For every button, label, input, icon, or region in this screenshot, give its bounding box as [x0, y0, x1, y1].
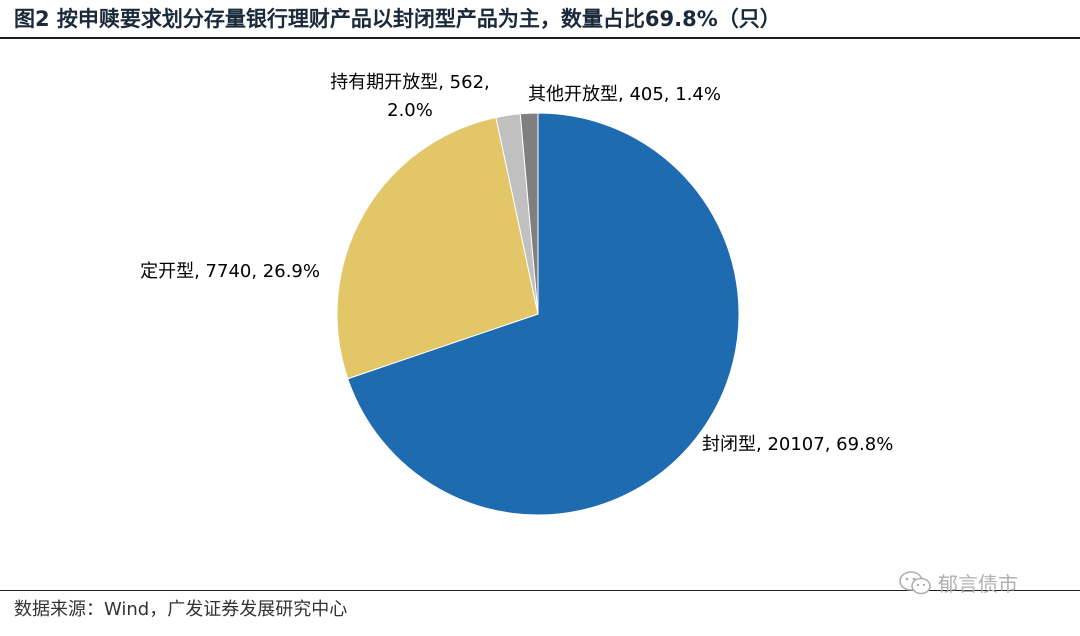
wechat-icon [899, 570, 931, 594]
watermark-text: 郁言债市 [938, 572, 1018, 596]
slice-label-closed: 封闭型, 20107, 69.8% [702, 434, 893, 455]
title-divider [0, 37, 1080, 39]
figure-title: 图2 按申赎要求划分存量银行理财产品以封闭型产品为主，数量占比69.8%（只） [14, 7, 781, 31]
slice-label-holding-period-line2: 2.0% [387, 100, 433, 121]
source-note: 数据来源：Wind，广发证券发展研究中心 [14, 599, 348, 620]
pie-labels: 封闭型, 20107, 69.8% 定开型, 7740, 26.9% 持有期开放… [140, 72, 893, 455]
slice-label-holding-period-line1: 持有期开放型, 562, [330, 72, 490, 93]
pie-slices [336, 112, 740, 516]
slice-periodic-open [336, 116, 539, 380]
watermark: 郁言债市 [898, 568, 1018, 597]
slice-label-periodic-open: 定开型, 7740, 26.9% [140, 261, 320, 282]
slice-closed [347, 112, 740, 516]
slice-other-open [519, 112, 539, 315]
slice-label-other-open: 其他开放型, 405, 1.4% [528, 84, 721, 105]
source-divider [0, 590, 1080, 591]
